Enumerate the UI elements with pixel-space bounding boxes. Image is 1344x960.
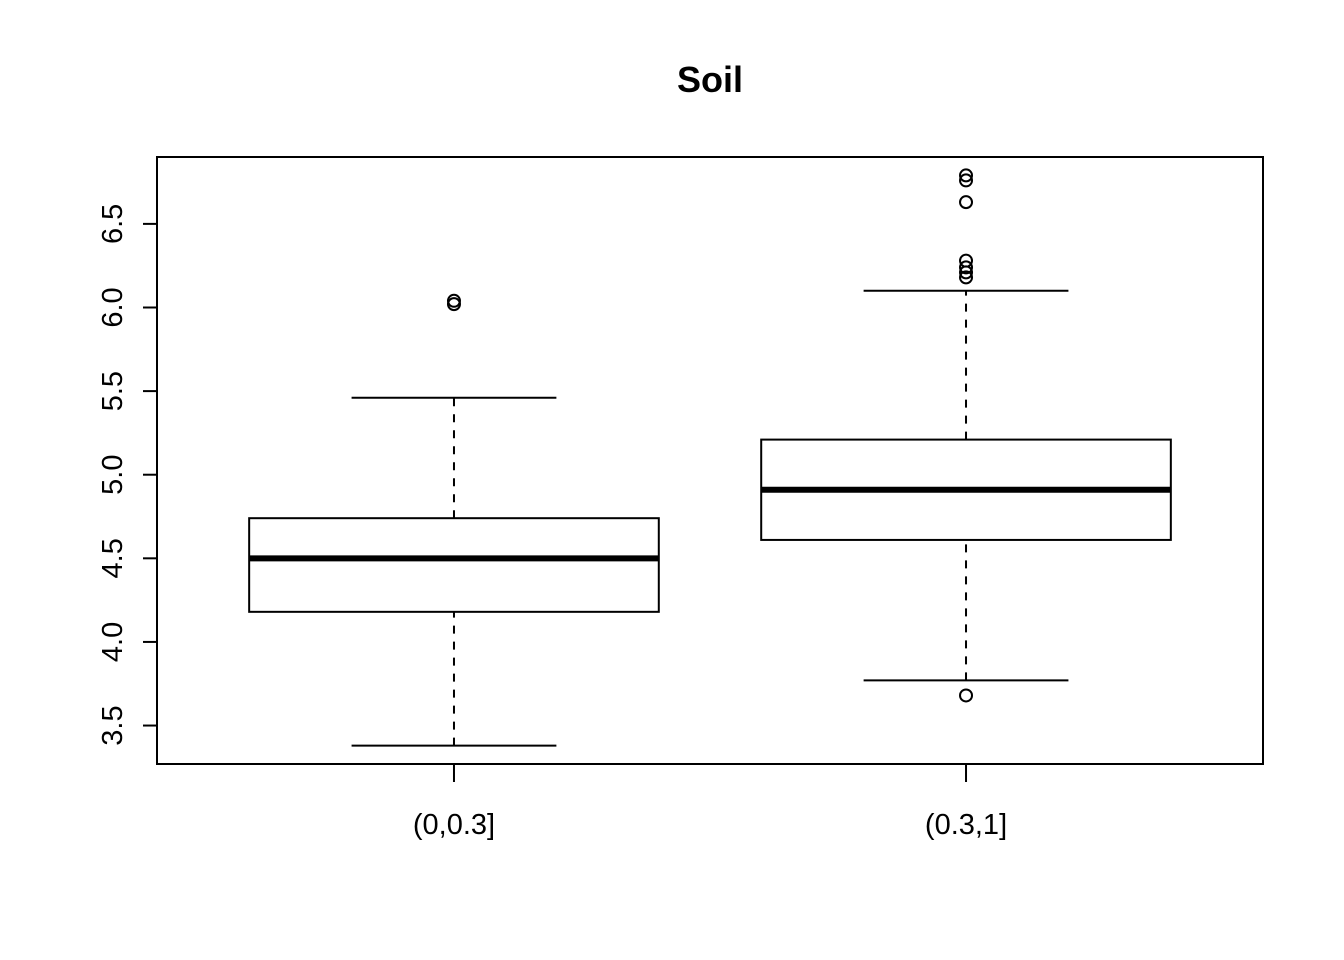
outlier-point (959, 253, 974, 268)
outlier-point (959, 173, 974, 188)
y-axis: 3.5 4.0 4.5 5.0 5.5 6.0 6.5 (97, 204, 158, 746)
y-tick-label: 4.0 (97, 622, 129, 662)
y-tick-label: 5.0 (97, 455, 129, 495)
x-tick-label: (0,0.3] (413, 809, 495, 841)
chart-title: Soil (677, 59, 743, 100)
y-tick-label: 4.5 (97, 538, 129, 578)
outlier-point (959, 688, 974, 703)
y-tick-label: 6.0 (97, 287, 129, 327)
y-tick-label: 3.5 (97, 705, 129, 745)
outlier-point (959, 270, 974, 285)
outlier-point (959, 168, 974, 183)
iqr-box (248, 517, 660, 613)
box-group (248, 293, 660, 747)
boxes-layer (248, 168, 1172, 747)
y-tick-label: 5.5 (97, 371, 129, 411)
x-tick-label: (0.3,1] (925, 809, 1007, 841)
x-axis: (0,0.3] (0.3,1] (413, 764, 1007, 841)
y-tick-label: 6.5 (97, 204, 129, 244)
outlier-point (959, 195, 974, 210)
outlier-point (959, 260, 974, 275)
outlier-point (446, 293, 461, 308)
box-group (760, 168, 1172, 703)
